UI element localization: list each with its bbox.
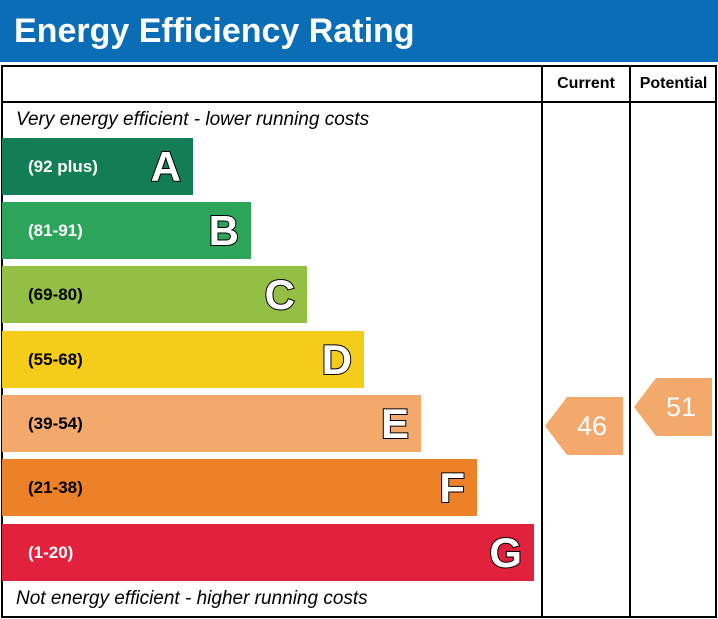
column-divider bbox=[541, 65, 543, 618]
band-letter: F bbox=[438, 463, 466, 512]
band-range-label: (1-20) bbox=[28, 543, 74, 562]
band-d: (55-68) D bbox=[2, 331, 364, 388]
band-range-label: (39-54) bbox=[28, 414, 83, 433]
current-rating-value: 46 bbox=[576, 411, 607, 441]
band-c: (69-80) C bbox=[2, 266, 307, 323]
band-range-label: (69-80) bbox=[28, 285, 83, 304]
chart-title: Energy Efficiency Rating bbox=[0, 0, 718, 62]
band-range-label: (92 plus) bbox=[28, 157, 98, 176]
band-range-label: (55-68) bbox=[28, 350, 83, 369]
column-divider bbox=[629, 65, 631, 618]
band-a: (92 plus) A bbox=[2, 138, 193, 195]
bottom-caption: Not energy efficient - higher running co… bbox=[16, 588, 368, 609]
top-caption: Very energy efficient - lower running co… bbox=[16, 109, 370, 130]
band-letter: C bbox=[264, 270, 296, 319]
band-range-label: (81-91) bbox=[28, 221, 83, 240]
current-rating-arrow: 46 bbox=[545, 397, 623, 455]
band-letter: A bbox=[150, 142, 182, 191]
band-range-label: (21-38) bbox=[28, 478, 83, 497]
band-g: (1-20) G bbox=[2, 524, 534, 581]
band-e: (39-54) E bbox=[2, 395, 421, 452]
potential-column-header: Potential bbox=[639, 75, 708, 92]
header-divider bbox=[1, 101, 717, 103]
band-letter: B bbox=[208, 206, 240, 255]
band-letter: D bbox=[321, 335, 353, 384]
potential-rating-value: 51 bbox=[665, 392, 696, 422]
band-letter: G bbox=[488, 528, 523, 577]
band-letter: E bbox=[380, 399, 410, 448]
current-column-header: Current bbox=[557, 75, 615, 92]
band-f: (21-38) F bbox=[2, 459, 477, 516]
band-b: (81-91) B bbox=[2, 202, 251, 259]
